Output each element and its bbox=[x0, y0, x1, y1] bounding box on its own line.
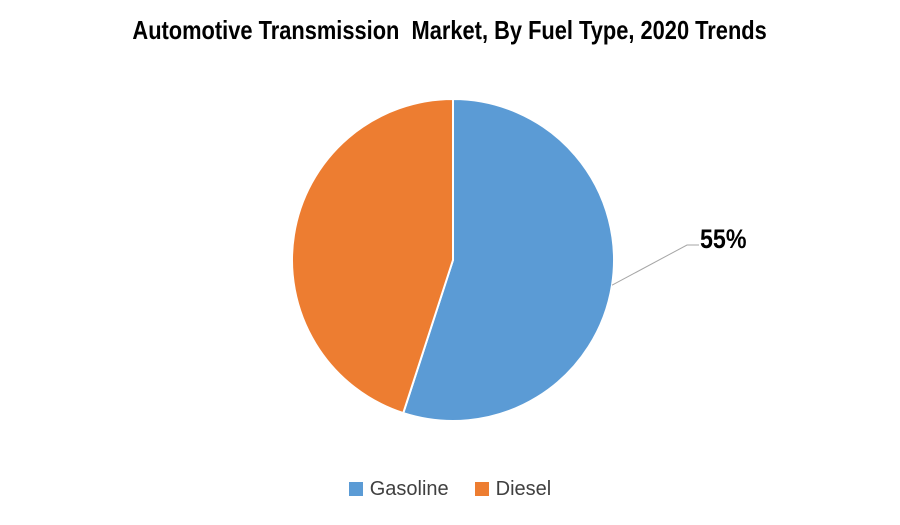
data-label-gasoline: 55% bbox=[700, 224, 747, 254]
legend-item-diesel: Diesel bbox=[474, 478, 552, 500]
legend-marker-gasoline bbox=[348, 482, 363, 496]
chart-title-row: Automotive Transmission Market, By Fuel … bbox=[0, 16, 900, 45]
chart-legend: Gasoline Diesel bbox=[0, 479, 900, 499]
chart-title: Automotive Transmission Market, By Fuel … bbox=[132, 15, 768, 45]
pie-slice-gasoline bbox=[402, 98, 615, 422]
pie-slice-diesel bbox=[291, 98, 454, 415]
legend-item-gasoline: Gasoline bbox=[348, 478, 449, 500]
data-label-leader-line bbox=[611, 244, 699, 286]
legend-marker-diesel bbox=[474, 482, 489, 496]
legend-label: Gasoline bbox=[369, 478, 449, 500]
legend-label: Diesel bbox=[495, 478, 552, 500]
